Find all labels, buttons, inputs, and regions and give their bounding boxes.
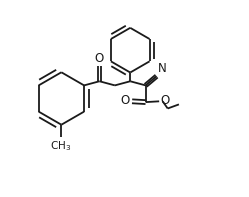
Text: O: O xyxy=(160,94,170,107)
Text: CH$_3$: CH$_3$ xyxy=(50,139,71,153)
Text: N: N xyxy=(158,62,167,75)
Text: O: O xyxy=(95,52,104,65)
Text: O: O xyxy=(121,94,130,107)
